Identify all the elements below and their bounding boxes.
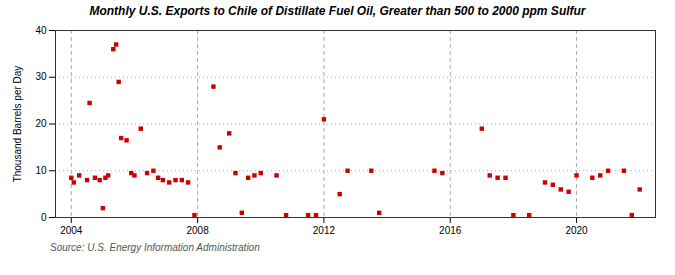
svg-text:2004: 2004 xyxy=(60,225,83,236)
svg-text:20: 20 xyxy=(35,118,47,129)
svg-text:2020: 2020 xyxy=(565,225,588,236)
svg-text:2012: 2012 xyxy=(313,225,336,236)
svg-text:30: 30 xyxy=(35,71,47,82)
html-text:Monthly U.S. Exports to Chile: Monthly U.S. Exports to Chile of Distill… xyxy=(89,4,586,18)
svg-text:Thousand Barrels per Day: Thousand Barrels per Day xyxy=(12,66,23,183)
svg-text:2008: 2008 xyxy=(186,225,209,236)
svg-text:40: 40 xyxy=(35,25,47,36)
svg-text:10: 10 xyxy=(35,165,47,176)
svg-text:2016: 2016 xyxy=(439,225,462,236)
html-text:Source: U.S. Energy Informatio: Source: U.S. Energy Information Administ… xyxy=(50,242,260,253)
svg-text:0: 0 xyxy=(41,212,47,223)
